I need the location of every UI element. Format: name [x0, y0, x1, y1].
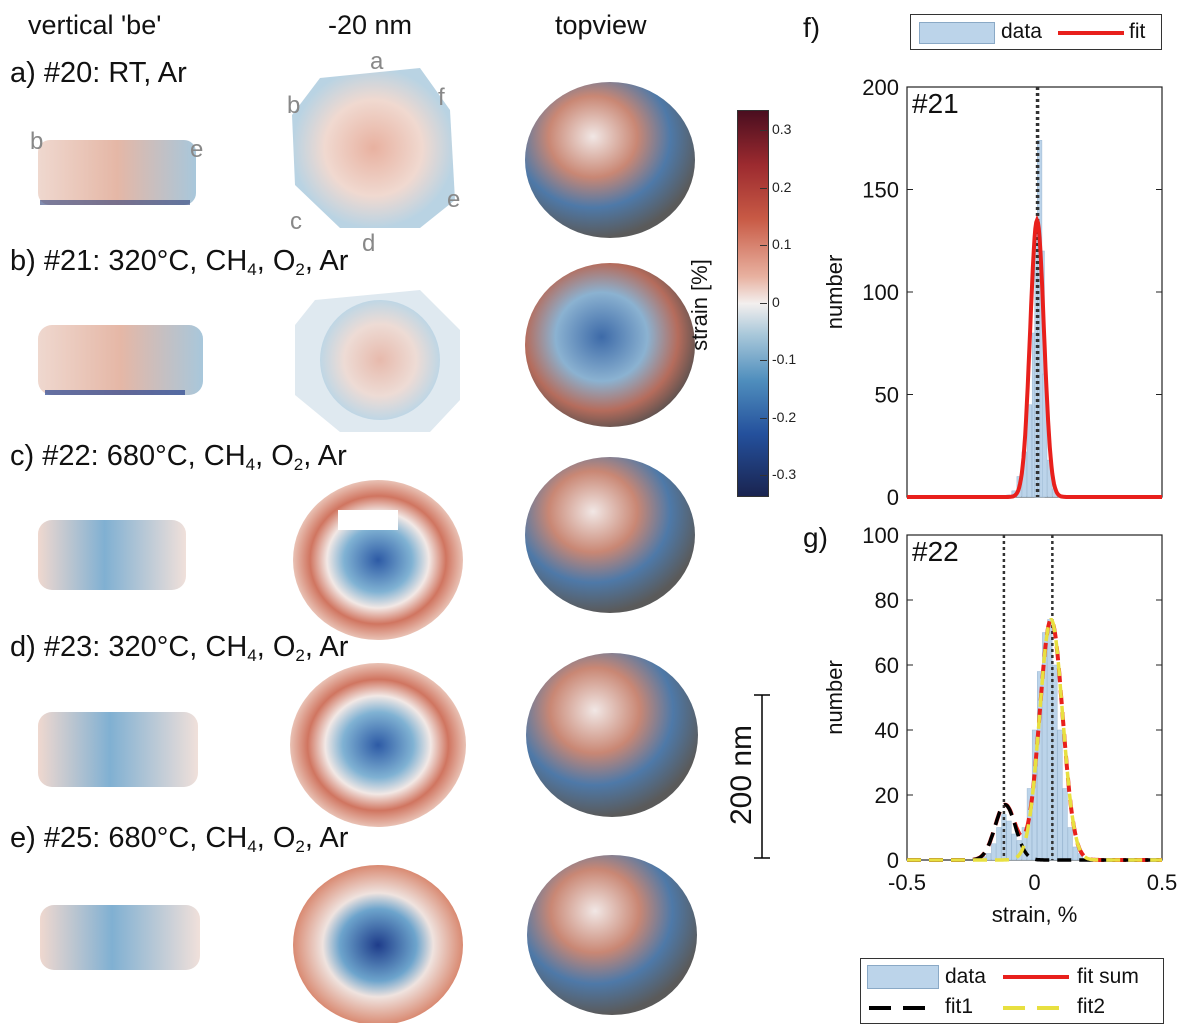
colorbar-tick-label: 0.3 [772, 121, 792, 137]
facet-letter-e: e [447, 186, 461, 213]
row-title-a: a) #20: RT, Ar [10, 57, 187, 89]
histogram-bar [1052, 664, 1058, 861]
panel-letter-g: g) [803, 522, 828, 553]
x-tick-label: 0 [1028, 870, 1040, 895]
colorbar-tick-mark [760, 130, 767, 131]
column-header-topview: topview [555, 10, 647, 40]
colorbar-tick-mark [760, 302, 767, 304]
chart-annotation: #21 [912, 88, 959, 119]
facet-letter-c: c [290, 208, 302, 235]
histogram-bar [1031, 729, 1038, 861]
x-axis-label: strain, % [992, 902, 1078, 927]
row-title-d: d) #23: 320°C, CH4, O2, Ar [10, 631, 349, 665]
y-tick-label: 40 [875, 718, 899, 743]
histogram-bar [991, 843, 997, 861]
legend-f-fit-swatch [1058, 31, 1124, 35]
strain-colorbar [737, 110, 769, 497]
x-tick-label: -0.5 [888, 870, 926, 895]
y-tick-label: 150 [862, 178, 899, 203]
row-title-e: e) #25: 680°C, CH4, O2, Ar [10, 822, 349, 856]
y-tick-label: 80 [875, 588, 899, 613]
y-tick-label: 60 [875, 653, 899, 678]
histogram-bar [1072, 846, 1078, 861]
colorbar-tick-mark [760, 360, 767, 361]
facet-letter-f: f [438, 84, 445, 111]
facet-letter-d: d [362, 230, 376, 257]
panel-letter-f: f) [803, 12, 821, 43]
y-tick-label: 0 [887, 485, 899, 510]
colorbar-tick-label: 0 [772, 293, 780, 310]
legend-f-data-swatch [919, 22, 995, 44]
legend-g-fit2-swatch [1003, 1006, 1069, 1010]
histogram-bar [1057, 729, 1063, 861]
fit-component-curve [907, 617, 1162, 862]
facet-letter-a: a [370, 48, 384, 75]
colorbar-tick-mark [760, 417, 767, 419]
y-tick-label: 0 [887, 848, 899, 873]
histogram-bar [1062, 788, 1068, 861]
y-tick-label: 200 [862, 75, 899, 100]
colorbar-tick-label: 0.2 [772, 178, 792, 195]
colorbar-tick-label: 0.1 [772, 236, 792, 252]
colorbar-tick-label: -0.1 [772, 351, 797, 367]
legend-g-data-swatch [867, 965, 939, 989]
legend-g-data-label: data [945, 965, 986, 988]
row-title-b: b) #21: 320°C, CH4, O2, Ar [10, 245, 349, 279]
y-tick-label: 100 [862, 280, 899, 305]
legend-f-data-label: data [1001, 20, 1042, 43]
y-axis-label: number [822, 660, 847, 735]
facet-letter-b: b [287, 92, 301, 119]
histogram-bar [986, 853, 992, 861]
y-axis-label: number [822, 255, 847, 330]
histogram-bar [1011, 833, 1017, 861]
legend-g-fit1-swatch [869, 1006, 935, 1010]
x-tick-label: 0.5 [1147, 870, 1178, 895]
histogram-bar [1026, 404, 1032, 498]
histogram-bar [996, 827, 1002, 861]
legend-g-fitsum-swatch [1003, 975, 1069, 979]
fit-curve [907, 214, 1162, 499]
y-tick-label: 50 [875, 383, 899, 408]
histogram-bar [1067, 827, 1073, 861]
column-header-vertical: vertical 'be' [28, 10, 162, 40]
colorbar-tick-label: -0.3 [772, 466, 797, 482]
row-title-c: c) #22: 680°C, CH4, O2, Ar [10, 440, 347, 474]
y-tick-label: 20 [875, 783, 899, 808]
legend-f: data fit [910, 14, 1162, 50]
facet-letter-b-side: b [30, 128, 44, 155]
strain-map-grid [38, 68, 698, 1023]
chart-annotation: #22 [912, 536, 959, 567]
colorbar-tick-mark [760, 187, 767, 189]
colorbar-tick-label: -0.2 [772, 408, 797, 425]
legend-g-fitsum-label: fit sum [1077, 965, 1139, 988]
legend-f-fit-label: fit [1129, 20, 1146, 43]
colorbar-tick-mark [760, 475, 767, 476]
scale-bar [754, 694, 770, 859]
legend-g-fit1-label: fit1 [945, 995, 974, 1018]
column-header-slice: -20 nm [328, 10, 413, 40]
colorbar-tick-mark [760, 245, 767, 246]
legend-g: data fit sum fit1 fit2 [860, 958, 1164, 1024]
legend-g-fit2-label: fit2 [1077, 995, 1106, 1018]
histogram-bar [1006, 820, 1012, 861]
y-tick-label: 100 [862, 523, 899, 548]
facet-letter-e-side: e [190, 136, 204, 163]
